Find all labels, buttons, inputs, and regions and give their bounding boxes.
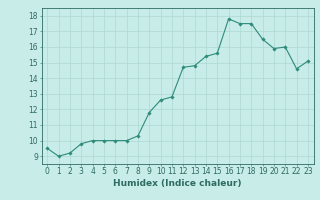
X-axis label: Humidex (Indice chaleur): Humidex (Indice chaleur): [113, 179, 242, 188]
